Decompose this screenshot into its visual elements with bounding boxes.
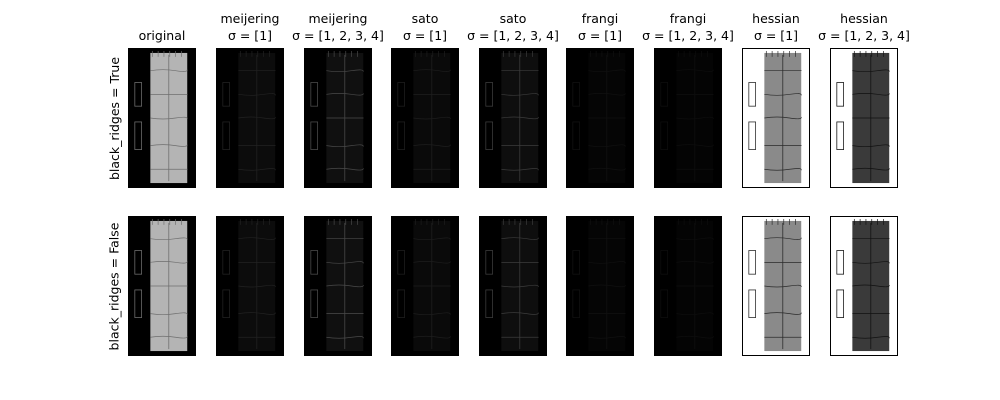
panel-image [480,217,546,355]
column-title-line-1: sato [411,11,439,26]
panel-image [567,217,633,355]
row-label-black-ridges-false: black_ridges = False [106,222,122,350]
column-title-line-1: meijering [308,11,368,26]
column-title-line-2: σ = [1] [402,28,448,43]
panel-black-ridges-true-meijering-1234 [304,48,372,188]
panel-image [129,217,195,355]
panel-black-ridges-false-frangi-1234 [654,216,722,356]
row-label-black-ridges-true: black_ridges = True [106,56,122,180]
column-title-line-2: σ = [1, 2, 3, 4] [467,28,559,43]
panel-image [305,217,371,355]
panel-image [217,217,283,355]
column-title-hessian-1: hessian σ = [1] [726,10,826,44]
panel-black-ridges-true-frangi-1234 [654,48,722,188]
panel-black-ridges-true-hessian-1234 [830,48,898,188]
column-title-sato-1: sato σ = [1] [375,10,475,44]
column-title-line-2: σ = [1, 2, 3, 4] [818,28,910,43]
column-title-sato-1234: sato σ = [1, 2, 3, 4] [463,10,563,44]
panel-black-ridges-true-hessian-1 [742,48,810,188]
panel-black-ridges-false-sato-1 [391,216,459,356]
column-title-line-1: sato [499,11,527,26]
panel-image [743,49,809,187]
column-title-line-2: σ = [1] [577,28,623,43]
column-title-frangi-1: frangi σ = [1] [550,10,650,44]
panel-image [305,49,371,187]
column-title-original: original [112,27,212,44]
panel-black-ridges-true-frangi-1 [566,48,634,188]
panel-black-ridges-false-hessian-1234 [830,216,898,356]
panel-black-ridges-false-meijering-1234 [304,216,372,356]
column-title-line-2: σ = [1, 2, 3, 4] [292,28,384,43]
column-title-line-1: hessian [752,11,800,26]
column-title-line-1: frangi [669,11,707,26]
column-title-line-2: σ = [1] [753,28,799,43]
panel-black-ridges-false-hessian-1 [742,216,810,356]
panel-image [743,217,809,355]
panel-image [480,49,546,187]
panel-black-ridges-false-sato-1234 [479,216,547,356]
panel-black-ridges-true-sato-1 [391,48,459,188]
panel-black-ridges-false-frangi-1 [566,216,634,356]
panel-black-ridges-false-meijering-1 [216,216,284,356]
panel-image [831,217,897,355]
panel-black-ridges-true-meijering-1 [216,48,284,188]
panel-black-ridges-true-original [128,48,196,188]
column-title-hessian-1234: hessian σ = [1, 2, 3, 4] [814,10,914,44]
panel-image [655,217,721,355]
panel-image [392,49,458,187]
panel-image [655,49,721,187]
column-title-line-1: frangi [581,11,619,26]
panel-black-ridges-false-original [128,216,196,356]
panel-image [831,49,897,187]
panel-black-ridges-true-sato-1234 [479,48,547,188]
column-title-line-2: σ = [1, 2, 3, 4] [642,28,734,43]
column-title-line-1: hessian [840,11,888,26]
panel-image [392,217,458,355]
panel-image [129,49,195,187]
panel-image [567,49,633,187]
column-title-meijering-1234: meijering σ = [1, 2, 3, 4] [288,10,388,44]
column-title-meijering-1: meijering σ = [1] [200,10,300,44]
column-title-frangi-1234: frangi σ = [1, 2, 3, 4] [638,10,738,44]
column-title-line-1: meijering [220,11,280,26]
column-title-line-2: original [138,28,186,43]
panel-image [217,49,283,187]
column-title-line-2: σ = [1] [227,28,273,43]
